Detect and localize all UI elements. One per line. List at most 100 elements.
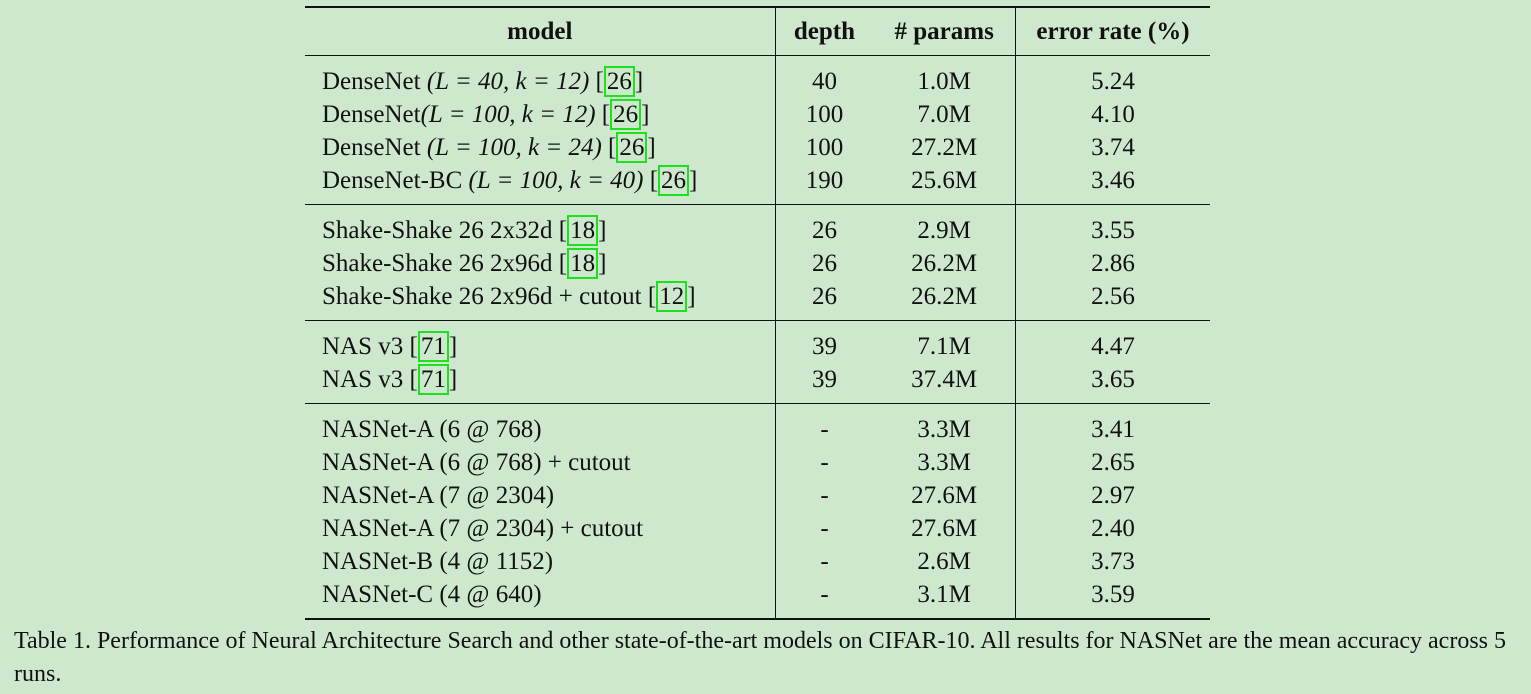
params-cell: 26.2M xyxy=(873,280,1016,321)
params-cell: 3.1M xyxy=(873,578,1016,620)
depth-cell: - xyxy=(774,545,874,578)
model-cell: Shake-Shake 26 2x96d + cutout [12] xyxy=(305,280,776,321)
table-group: DenseNet (L = 40, k = 12) [26] 40 1.0M 5.24… xyxy=(305,55,1210,205)
model-cell: Shake-Shake 26 2x32d [18] xyxy=(322,215,607,246)
model-spec xyxy=(553,217,559,244)
params-cell: 3.3M xyxy=(917,416,971,443)
citation-link[interactable]: 26 xyxy=(610,99,642,130)
model-name: NASNet-A (7 @ 2304) xyxy=(322,482,555,509)
params-cell: 2.9M xyxy=(917,217,971,244)
params-cell: 7.0M xyxy=(917,101,971,128)
table-row: Shake-Shake 26 2x96d + cutout [12] 26 26.2… xyxy=(305,280,1210,321)
depth-cell: 39 xyxy=(774,363,874,404)
model-name: NASNet-B (4 @ 1152) xyxy=(322,548,554,575)
params-cell: 26.2M xyxy=(911,250,978,277)
model-spec xyxy=(403,366,409,393)
params-cell: 2.6M xyxy=(917,548,971,575)
model-name: NAS v3 xyxy=(322,333,404,360)
depth-cell: - xyxy=(774,446,874,479)
model-name: DenseNet xyxy=(322,101,421,128)
depth-cell: 39 xyxy=(774,320,874,363)
params-cell: 7.1M xyxy=(917,333,971,360)
error-rate-cell: 3.73 xyxy=(1014,545,1210,578)
model-name: Shake-Shake 26 2x96d + cutout xyxy=(322,283,642,310)
model-name: Shake-Shake 26 2x32d xyxy=(322,217,553,244)
error-rate-cell: 3.59 xyxy=(1014,578,1210,620)
model-cell: DenseNet(L = 100, k = 12) [26] xyxy=(322,99,650,130)
citation-link[interactable]: 12 xyxy=(656,281,688,312)
model-cell: NASNet-A (7 @ 2304) + cutout xyxy=(305,512,775,545)
depth-cell: 100 xyxy=(774,98,874,131)
error-rate-cell: 3.74 xyxy=(1014,131,1210,164)
error-rate-cell: 3.65 xyxy=(1014,363,1210,404)
citation-link[interactable]: 71 xyxy=(417,364,449,395)
model-cell: NASNet-A (7 @ 2304) xyxy=(305,479,775,512)
header-row: model depth # params error rate (%) xyxy=(305,6,1210,56)
model-cell: DenseNet (L = 40, k = 12) [26] xyxy=(322,66,644,97)
citation-link[interactable]: 18 xyxy=(567,215,599,246)
model-cell: NASNet-A (6 @ 768) + cutout xyxy=(305,446,775,479)
depth-cell: - xyxy=(774,403,874,446)
model-cell: NAS v3 [71] xyxy=(305,363,776,404)
results-table: model depth # params error rate (%) Dens… xyxy=(305,6,1210,620)
error-rate-cell: 2.97 xyxy=(1014,479,1210,512)
model-name: DenseNet xyxy=(322,68,421,95)
error-rate-cell: 5.24 xyxy=(1014,55,1210,98)
citation-link[interactable]: 26 xyxy=(616,132,648,163)
error-rate-cell: 3.41 xyxy=(1014,403,1210,446)
citation-link[interactable]: 26 xyxy=(603,66,635,97)
table-caption: Table 1. Performance of Neural Architect… xyxy=(14,628,1506,687)
header-params: # params xyxy=(873,6,1016,56)
model-name: NASNet-A (7 @ 2304) + cutout xyxy=(322,515,644,542)
citation-link[interactable]: 71 xyxy=(417,331,449,362)
depth-cell: - xyxy=(774,512,874,545)
depth-cell: 40 xyxy=(774,55,874,98)
model-spec xyxy=(553,250,559,277)
depth-cell: 26 xyxy=(774,247,874,280)
model-spec: (L = 100, k = 12) xyxy=(420,101,602,128)
model-name: NASNet-A (6 @ 768) xyxy=(322,416,542,443)
params-cell: 27.6M xyxy=(911,482,978,509)
table-row: NASNet-A (7 @ 2304) + cutout - 27.6M 2.40 xyxy=(305,512,1210,545)
citation-link[interactable]: 26 xyxy=(658,165,690,196)
header-error-rate: error rate (%) xyxy=(1014,6,1210,56)
error-rate-cell: 2.86 xyxy=(1014,247,1210,280)
model-name: NASNet-A (6 @ 768) + cutout xyxy=(322,449,631,476)
table-row: Shake-Shake 26 2x32d [18] 26 2.9M 3.55 xyxy=(305,204,1210,247)
model-spec: (L = 100, k = 24) xyxy=(420,134,609,161)
header-depth: depth xyxy=(774,6,874,56)
params-cell: 27.2M xyxy=(911,134,978,161)
table-row: NASNet-A (6 @ 768) + cutout - 3.3M 2.65 xyxy=(305,446,1210,479)
error-rate-cell: 4.47 xyxy=(1014,320,1210,363)
params-cell: 27.6M xyxy=(911,515,978,542)
error-rate-cell: 2.56 xyxy=(1014,280,1210,321)
header-model: model xyxy=(305,6,776,56)
params-cell: 1.0M xyxy=(917,68,971,95)
depth-cell: - xyxy=(774,578,874,620)
model-spec: (L = 100, k = 40) xyxy=(462,167,650,194)
model-cell: NAS v3 [71] xyxy=(322,331,458,362)
model-name: NASNet-C (4 @ 640) xyxy=(322,581,542,608)
table-header: model depth # params error rate (%) xyxy=(305,6,1210,56)
table-row: NASNet-C (4 @ 640) -3.1M 3.59 xyxy=(305,578,1210,620)
table-row: NASNet-A (6 @ 768) - 3.3M 3.41 xyxy=(305,403,1210,447)
model-cell: DenseNet-BC (L = 100, k = 40) [26] xyxy=(305,164,776,205)
depth-cell: 100 xyxy=(774,131,874,164)
model-name: DenseNet xyxy=(322,134,421,161)
citation-link[interactable]: 18 xyxy=(567,248,599,279)
model-name: Shake-Shake 26 2x96d xyxy=(322,250,553,277)
model-name: DenseNet-BC xyxy=(322,167,463,194)
table-row: NAS v3 [71] 39 7.1M 4.47 xyxy=(305,320,1210,363)
error-rate-cell: 4.10 xyxy=(1014,98,1210,131)
error-rate-cell: 2.65 xyxy=(1014,446,1210,479)
model-cell: NASNet-A (6 @ 768) xyxy=(305,404,775,447)
depth-cell: 26 xyxy=(774,204,874,247)
table-row: NAS v3 [71] 39 37.4M 3.65 xyxy=(305,363,1210,404)
table-row: DenseNet (L = 40, k = 12) [26] 40 1.0M 5.24 xyxy=(305,55,1210,98)
params-cell: 37.4M xyxy=(873,363,1016,404)
model-cell: DenseNet (L = 100, k = 24) [26] xyxy=(322,132,656,163)
error-rate-cell: 2.40 xyxy=(1014,512,1210,545)
table-row: NASNet-A (7 @ 2304) - 27.6M 2.97 xyxy=(305,479,1210,512)
table-row: Shake-Shake 26 2x96d [18] 26 26.2M 2.86 xyxy=(305,247,1210,280)
error-rate-cell: 3.55 xyxy=(1014,204,1210,247)
